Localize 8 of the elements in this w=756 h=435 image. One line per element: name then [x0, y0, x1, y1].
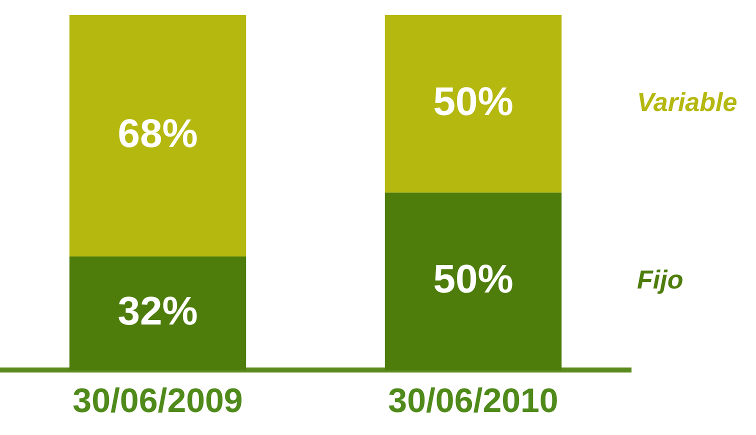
- x-tick-label: 30/06/2010: [388, 382, 558, 420]
- data-label: 50%: [433, 80, 514, 124]
- text: Fijo: [637, 264, 684, 295]
- x-tick-label: 30/06/2009: [72, 382, 243, 420]
- data-label: 50%: [433, 257, 514, 302]
- text: Variable: [637, 86, 738, 117]
- data-label: 68%: [118, 112, 198, 156]
- data-label: 32%: [118, 289, 198, 334]
